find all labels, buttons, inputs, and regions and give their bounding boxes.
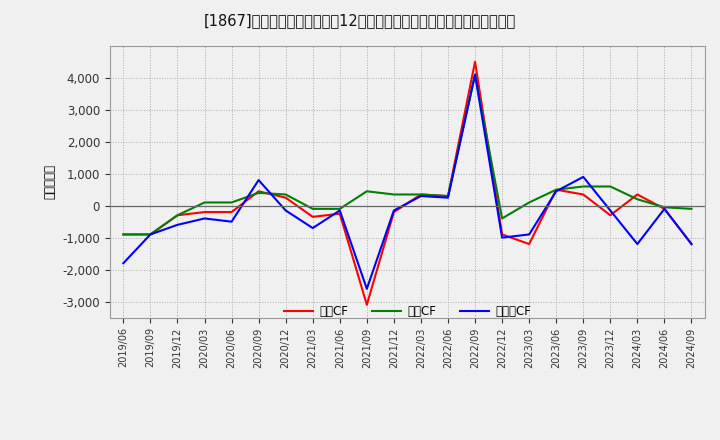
営業CF (119, 232, 127, 237)
投資CF (308, 206, 317, 212)
営業CF (146, 232, 155, 237)
フリーCF (282, 208, 290, 213)
投資CF (606, 184, 615, 189)
投資CF (173, 213, 181, 218)
投資CF (525, 200, 534, 205)
フリーCF (579, 174, 588, 180)
投資CF (119, 232, 127, 237)
Line: 営業CF: 営業CF (123, 62, 691, 305)
投資CF (390, 192, 398, 197)
Legend: 営業CF, 投資CF, フリーCF: 営業CF, 投資CF, フリーCF (279, 301, 536, 323)
営業CF (417, 192, 426, 197)
フリーCF (308, 225, 317, 231)
フリーCF (254, 177, 263, 183)
フリーCF (633, 242, 642, 247)
営業CF (687, 242, 696, 247)
投資CF (579, 184, 588, 189)
フリーCF (336, 208, 344, 213)
営業CF (308, 214, 317, 220)
投資CF (687, 206, 696, 212)
営業CF (471, 59, 480, 64)
営業CF (362, 302, 371, 308)
フリーCF (552, 189, 561, 194)
営業CF (336, 211, 344, 216)
投資CF (146, 232, 155, 237)
フリーCF (390, 208, 398, 213)
営業CF (498, 232, 506, 237)
フリーCF (660, 206, 669, 212)
営業CF (282, 195, 290, 200)
営業CF (444, 194, 452, 199)
営業CF (579, 192, 588, 197)
営業CF (173, 213, 181, 218)
フリーCF (525, 232, 534, 237)
営業CF (228, 209, 236, 215)
投資CF (498, 216, 506, 221)
投資CF (552, 187, 561, 192)
投資CF (362, 189, 371, 194)
投資CF (444, 194, 452, 199)
フリーCF (146, 232, 155, 237)
Text: [1867]　キャッシュフローの12か月移動合計の対前年同期増減額の推移: [1867] キャッシュフローの12か月移動合計の対前年同期増減額の推移 (204, 13, 516, 28)
営業CF (606, 213, 615, 218)
フリーCF (498, 235, 506, 240)
営業CF (525, 242, 534, 247)
営業CF (660, 206, 669, 212)
投資CF (471, 72, 480, 77)
営業CF (552, 187, 561, 192)
営業CF (390, 209, 398, 215)
投資CF (660, 205, 669, 210)
Line: 投資CF: 投資CF (123, 74, 691, 235)
営業CF (633, 192, 642, 197)
フリーCF (606, 208, 615, 213)
営業CF (200, 209, 209, 215)
投資CF (254, 190, 263, 195)
投資CF (633, 197, 642, 202)
フリーCF (687, 242, 696, 247)
投資CF (336, 206, 344, 212)
Line: フリーCF: フリーCF (123, 74, 691, 289)
フリーCF (228, 219, 236, 224)
フリーCF (119, 260, 127, 266)
フリーCF (362, 286, 371, 291)
フリーCF (173, 222, 181, 227)
フリーCF (444, 195, 452, 200)
フリーCF (417, 194, 426, 199)
投資CF (417, 192, 426, 197)
投資CF (228, 200, 236, 205)
Y-axis label: （百万円）: （百万円） (44, 164, 57, 199)
投資CF (282, 192, 290, 197)
フリーCF (471, 72, 480, 77)
投資CF (200, 200, 209, 205)
フリーCF (200, 216, 209, 221)
営業CF (254, 189, 263, 194)
